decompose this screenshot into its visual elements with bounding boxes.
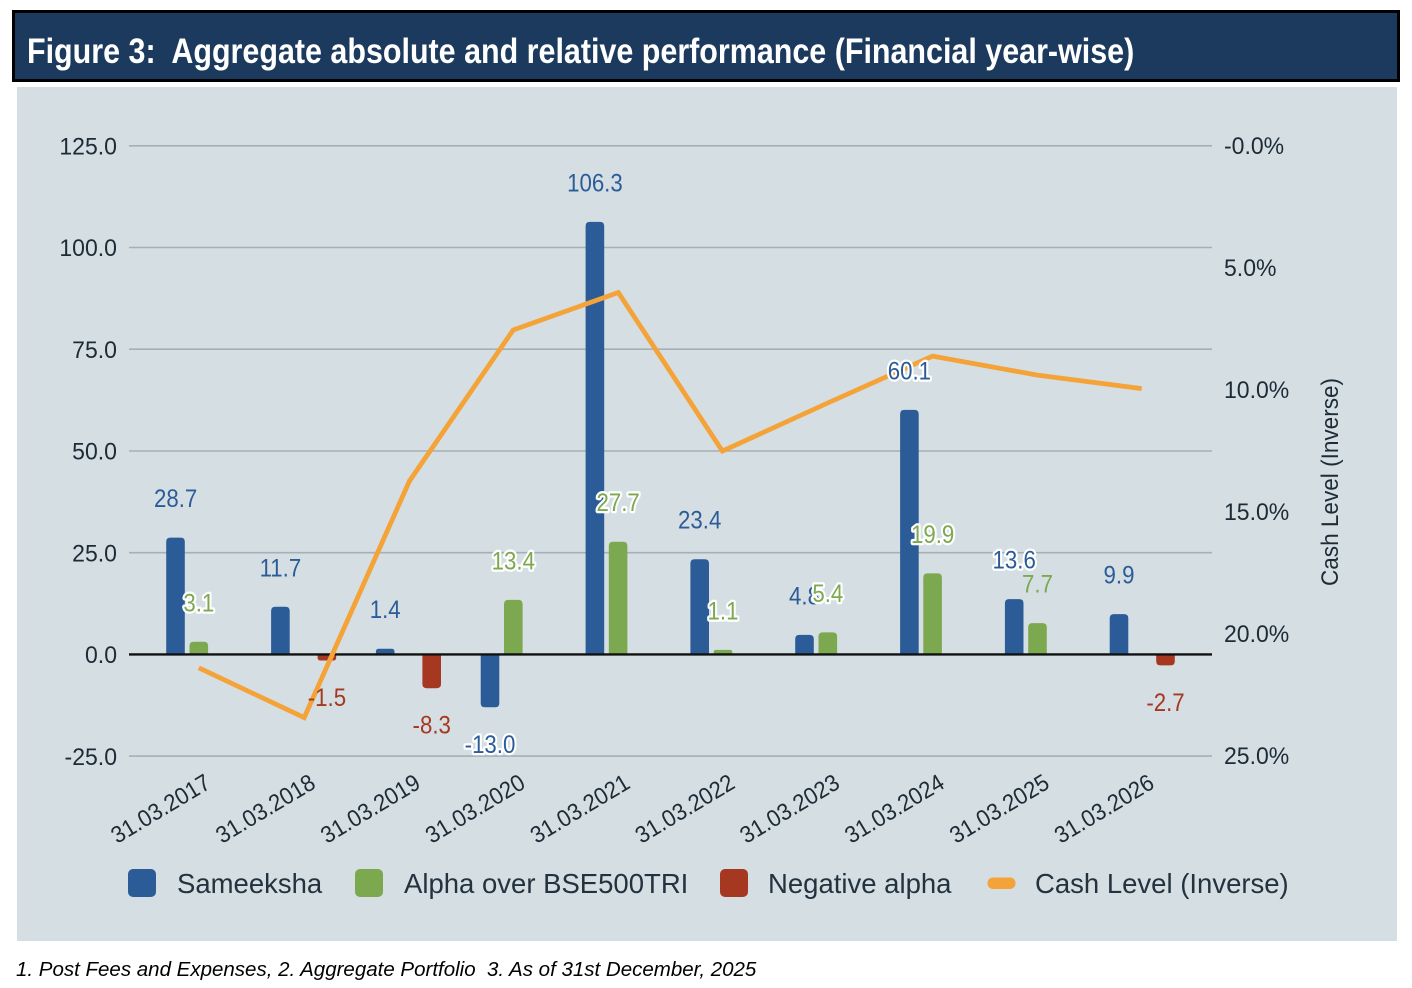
svg-text:25.0: 25.0 [72,540,117,568]
svg-text:31.03.2024: 31.03.2024 [840,768,949,848]
svg-text:Cash Level (Inverse): Cash Level (Inverse) [1035,868,1289,899]
svg-text:106.3: 106.3 [567,170,623,197]
svg-text:13.4: 13.4 [492,548,535,575]
svg-text:27.7: 27.7 [596,490,639,517]
svg-text:Cash Level (Inverse): Cash Level (Inverse) [1316,378,1343,586]
svg-text:-13.0: -13.0 [465,732,516,759]
svg-text:100.0: 100.0 [59,235,117,263]
svg-text:31.03.2017: 31.03.2017 [106,768,215,848]
svg-text:3.1: 3.1 [183,590,214,617]
svg-text:125.0: 125.0 [59,133,117,161]
svg-text:25.0%: 25.0% [1224,742,1289,770]
svg-text:20.0%: 20.0% [1224,620,1289,648]
svg-text:75.0: 75.0 [72,336,117,364]
svg-text:31.03.2022: 31.03.2022 [630,768,739,848]
svg-text:Alpha over BSE500TRI: Alpha over BSE500TRI [404,868,688,899]
svg-text:5.4: 5.4 [812,581,843,608]
svg-text:5.0%: 5.0% [1224,254,1276,282]
svg-text:1.4: 1.4 [370,597,401,624]
svg-text:31.03.2023: 31.03.2023 [735,768,844,848]
svg-text:31.03.2026: 31.03.2026 [1050,768,1159,848]
svg-text:19.9: 19.9 [911,522,954,549]
svg-text:-0.0%: -0.0% [1224,132,1284,160]
svg-text:1.1: 1.1 [708,598,739,625]
svg-text:31.03.2020: 31.03.2020 [421,768,530,848]
svg-text:-8.3: -8.3 [413,713,451,740]
svg-text:Negative alpha: Negative alpha [768,868,952,899]
svg-text:7.7: 7.7 [1022,571,1053,598]
svg-text:23.4: 23.4 [678,508,721,535]
svg-text:31.03.2025: 31.03.2025 [945,768,1054,848]
svg-text:11.7: 11.7 [260,555,302,582]
svg-text:-1.5: -1.5 [308,685,346,712]
svg-text:9.9: 9.9 [1104,562,1135,589]
svg-text:28.7: 28.7 [154,486,197,513]
svg-text:31.03.2021: 31.03.2021 [525,768,634,848]
svg-text:-2.7: -2.7 [1146,690,1184,717]
svg-text:Sameeksha: Sameeksha [177,868,323,899]
svg-text:10.0%: 10.0% [1224,376,1289,404]
svg-text:-25.0: -25.0 [65,743,117,771]
svg-text:31.03.2019: 31.03.2019 [316,768,425,848]
svg-text:0.0: 0.0 [85,641,117,669]
svg-text:15.0%: 15.0% [1224,498,1289,526]
svg-text:60.1: 60.1 [888,358,931,385]
svg-text:4.8: 4.8 [789,583,820,610]
svg-text:31.03.2018: 31.03.2018 [211,768,320,848]
svg-text:13.6: 13.6 [993,547,1036,574]
svg-text:50.0: 50.0 [72,438,117,466]
